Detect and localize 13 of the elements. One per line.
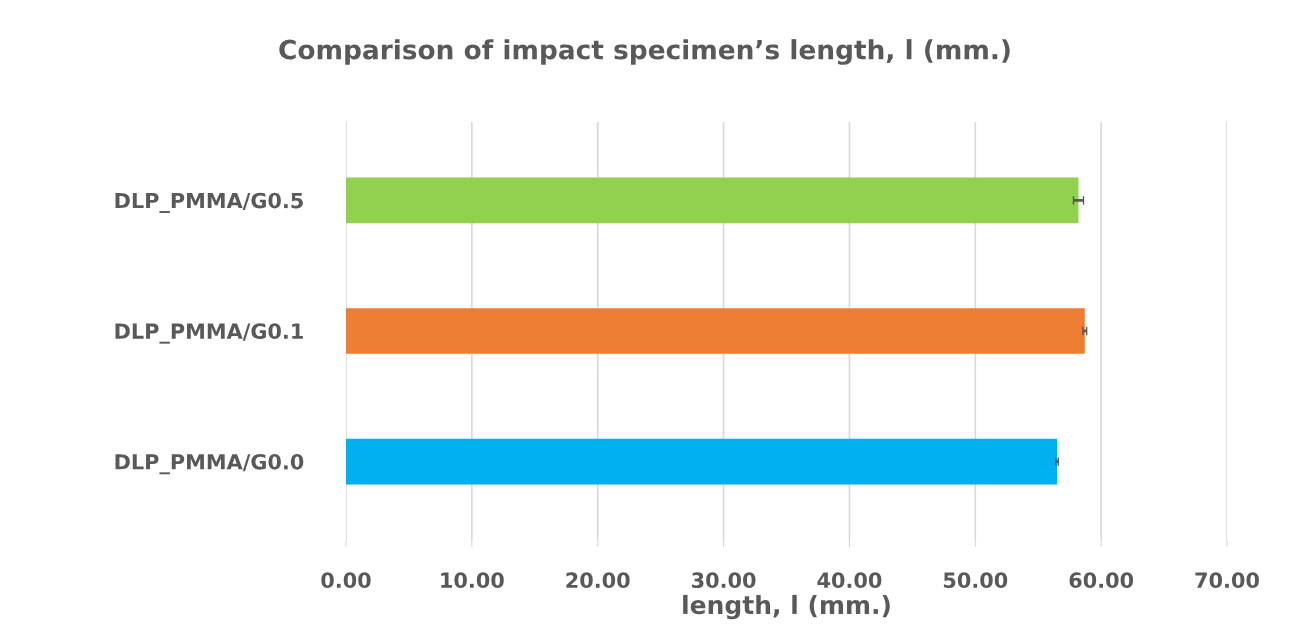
x-tick-label: 20.00 — [566, 572, 630, 589]
y-tick-label: DLP_PMMA/G0.0 — [115, 453, 304, 475]
x-tick-label: 50.00 — [943, 572, 1008, 589]
x-tick-label: 60.00 — [1069, 572, 1134, 589]
y-tick-label: DLP_PMMA/G0.5 — [115, 192, 303, 214]
x-tick-label: 10.00 — [441, 572, 504, 589]
x-tick-label: 30.00 — [692, 572, 756, 589]
x-tick-label: 70.00 — [1195, 572, 1259, 589]
y-tick-label: DLP_PMMA/G0.1 — [115, 323, 303, 344]
x-tick-label: 40.00 — [817, 572, 882, 589]
chart-title: Comparison of impact specimen’s length, l (mm.) — [279, 39, 1010, 65]
x-tick-label: 0.00 — [321, 572, 371, 589]
x-axis-title: length, l (mm.) — [683, 594, 890, 620]
